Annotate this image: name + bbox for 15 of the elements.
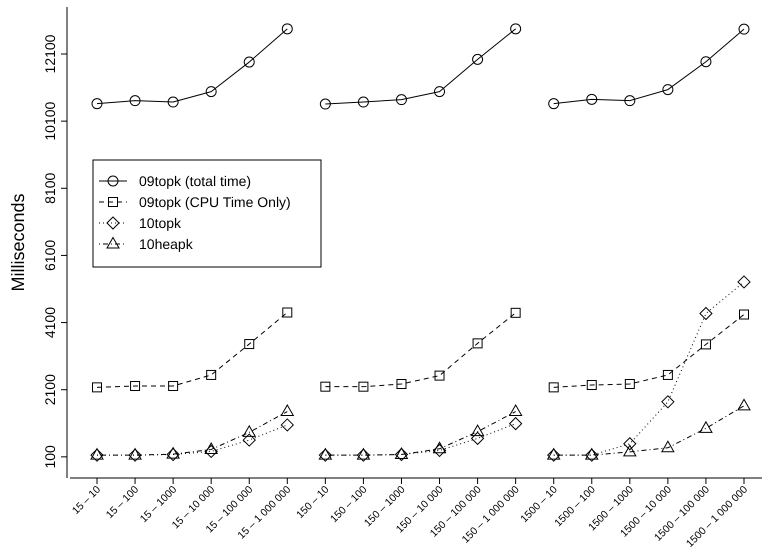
y-tick-label: 2100 bbox=[42, 374, 58, 406]
legend-label: 09topk (total time) bbox=[139, 173, 252, 189]
x-tick-label: 15 – 10 bbox=[70, 484, 104, 517]
y-tick-label: 8100 bbox=[42, 172, 58, 204]
x-tick-label: 15 – 100 bbox=[104, 484, 142, 522]
y-tick-label: 4100 bbox=[42, 306, 58, 338]
y-tick-label: 10100 bbox=[42, 101, 58, 141]
x-tick-label: 150 – 10 bbox=[294, 484, 332, 522]
y-tick-label: 100 bbox=[42, 444, 58, 469]
y-tick-label: 6100 bbox=[42, 240, 58, 272]
y-axis-title: Milliseconds bbox=[8, 193, 28, 292]
legend-label: 10topk bbox=[139, 215, 182, 231]
legend-label: 09topk (CPU Time Only) bbox=[139, 194, 291, 210]
legend-label: 10heapk bbox=[139, 236, 194, 252]
y-tick-label: 12100 bbox=[42, 34, 58, 74]
